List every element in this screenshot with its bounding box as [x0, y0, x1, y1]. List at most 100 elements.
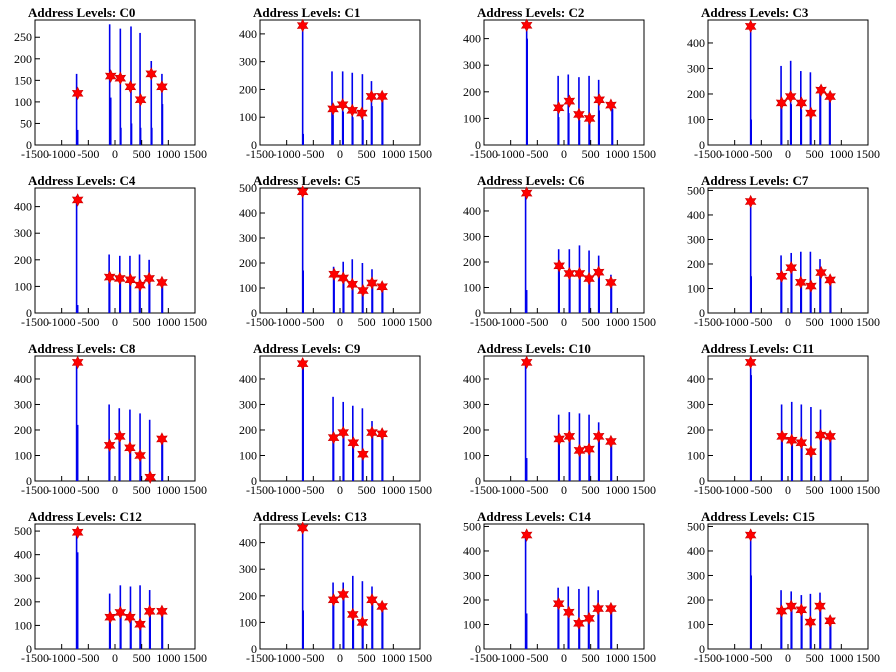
- y-tick-label: 400: [463, 372, 481, 386]
- y-tick-label: 200: [687, 593, 705, 607]
- peak-marker: [124, 610, 136, 624]
- y-tick-label: 400: [687, 36, 705, 50]
- y-tick-label: 200: [687, 87, 705, 101]
- peak-marker: [357, 447, 369, 461]
- y-tick-label: 300: [239, 55, 257, 69]
- x-tick-label: 500: [582, 147, 600, 161]
- panel-c3: Address Levels: C3 0 100 200 300 400 -1500-100…: [687, 5, 880, 161]
- peak-marker: [346, 277, 359, 291]
- y-tick-label: 0: [26, 642, 32, 656]
- peak-marker: [775, 269, 788, 283]
- peak-marker: [795, 603, 808, 617]
- y-tick-label: 100: [687, 112, 705, 126]
- y-tick-label: 100: [687, 281, 705, 295]
- y-tick-label: 400: [463, 544, 481, 558]
- peak-marker: [583, 271, 595, 286]
- x-tick-label: 1000: [156, 315, 180, 329]
- y-tick-label: 200: [239, 423, 257, 437]
- peak-marker: [563, 429, 576, 444]
- y-tick-label: 300: [687, 61, 705, 75]
- x-tick-label: -1000: [497, 147, 525, 161]
- panel-c14: Address Levels: C14 0 100 200 300 400 500 -1500…: [463, 509, 656, 665]
- peak-marker: [328, 267, 340, 281]
- y-tick-label: 300: [239, 231, 257, 245]
- y-tick-label: 400: [239, 27, 257, 41]
- peak-marker: [114, 429, 126, 444]
- x-tick-label: 1000: [605, 651, 629, 665]
- peak-marker: [824, 614, 836, 628]
- peak-marker: [327, 593, 340, 607]
- x-tick-label: 1500: [183, 483, 207, 497]
- peak-marker: [520, 18, 533, 32]
- y-tick-label: 100: [463, 617, 481, 631]
- y-tick-label: 0: [475, 138, 481, 152]
- x-tick-label: -1500: [470, 651, 498, 665]
- peak-marker: [114, 271, 126, 286]
- panel-c13: Address Levels: C13 0 100 200 300 400 -1500-10…: [239, 509, 432, 665]
- panel-c0: Address Levels: C0 0 50 100 150 200 250 -1500-1…: [14, 5, 207, 161]
- plot-frame: [259, 523, 421, 650]
- x-tick-label: 500: [582, 651, 600, 665]
- peak-marker: [775, 96, 788, 110]
- y-tick-label: 300: [463, 229, 481, 243]
- peak-marker: [805, 444, 817, 459]
- x-tick-label: -500: [77, 483, 99, 497]
- peak-marker: [376, 427, 388, 441]
- peak-marker: [573, 443, 586, 458]
- peak-marker: [785, 260, 797, 275]
- panel-c9: Address Levels: C9 0 100 200 300 400 -1500-100…: [239, 341, 432, 497]
- x-tick-label: -1000: [497, 315, 525, 329]
- x-tick-label: 1500: [856, 147, 880, 161]
- x-tick-label: -500: [302, 147, 324, 161]
- peak-marker: [814, 428, 827, 442]
- x-tick-label: 0: [337, 315, 343, 329]
- y-tick-label: 500: [687, 519, 705, 533]
- x-tick-label: -1500: [694, 483, 722, 497]
- x-tick-label: 500: [133, 651, 151, 665]
- peak-marker: [156, 604, 168, 618]
- peak-marker: [785, 599, 797, 613]
- peak-marker: [583, 111, 596, 126]
- plot-frame: [483, 355, 645, 482]
- peak-marker: [376, 599, 388, 614]
- x-tick-label: 500: [806, 483, 824, 497]
- peak-marker: [134, 93, 147, 107]
- peak-marker: [337, 425, 349, 440]
- panel-title: Address Levels: C1: [253, 5, 360, 20]
- peak-marker: [605, 434, 617, 449]
- peak-marker: [785, 433, 798, 447]
- y-tick-label: 0: [251, 306, 257, 320]
- x-tick-label: -500: [77, 315, 99, 329]
- x-tick-label: -1000: [273, 483, 301, 497]
- y-tick-label: 100: [239, 110, 257, 124]
- x-tick-label: 1500: [632, 147, 656, 161]
- plot-frame: [259, 187, 421, 314]
- peak-marker: [366, 425, 378, 440]
- peak-marker: [134, 448, 146, 463]
- y-tick-label: 300: [463, 58, 481, 72]
- panel-title: Address Levels: C12: [28, 509, 142, 524]
- y-tick-label: 200: [239, 256, 257, 270]
- y-tick-label: 200: [463, 85, 481, 99]
- panel-c2: Address Levels: C2 0 100 200 300 400 -1500-100…: [463, 5, 656, 161]
- peak-marker: [71, 355, 84, 370]
- peak-marker: [605, 601, 617, 616]
- y-tick-label: 200: [14, 253, 32, 267]
- y-tick-label: 100: [14, 618, 32, 632]
- y-tick-label: 500: [239, 181, 257, 195]
- peak-marker: [336, 98, 349, 112]
- x-tick-label: -500: [750, 483, 772, 497]
- peak-marker: [366, 593, 378, 607]
- x-tick-label: 1500: [408, 651, 432, 665]
- x-tick-label: 1000: [381, 147, 405, 161]
- peak-marker: [156, 80, 168, 94]
- peak-marker: [376, 89, 388, 104]
- y-tick-label: 300: [463, 397, 481, 411]
- x-tick-label: -1000: [273, 147, 301, 161]
- x-tick-label: 1000: [156, 651, 180, 665]
- x-tick-label: 1000: [605, 147, 629, 161]
- y-tick-label: 300: [687, 232, 705, 246]
- panel-c11: Address Levels: C11 0 100 200 300 400 -1500-10…: [687, 341, 880, 497]
- peak-marker: [156, 275, 168, 290]
